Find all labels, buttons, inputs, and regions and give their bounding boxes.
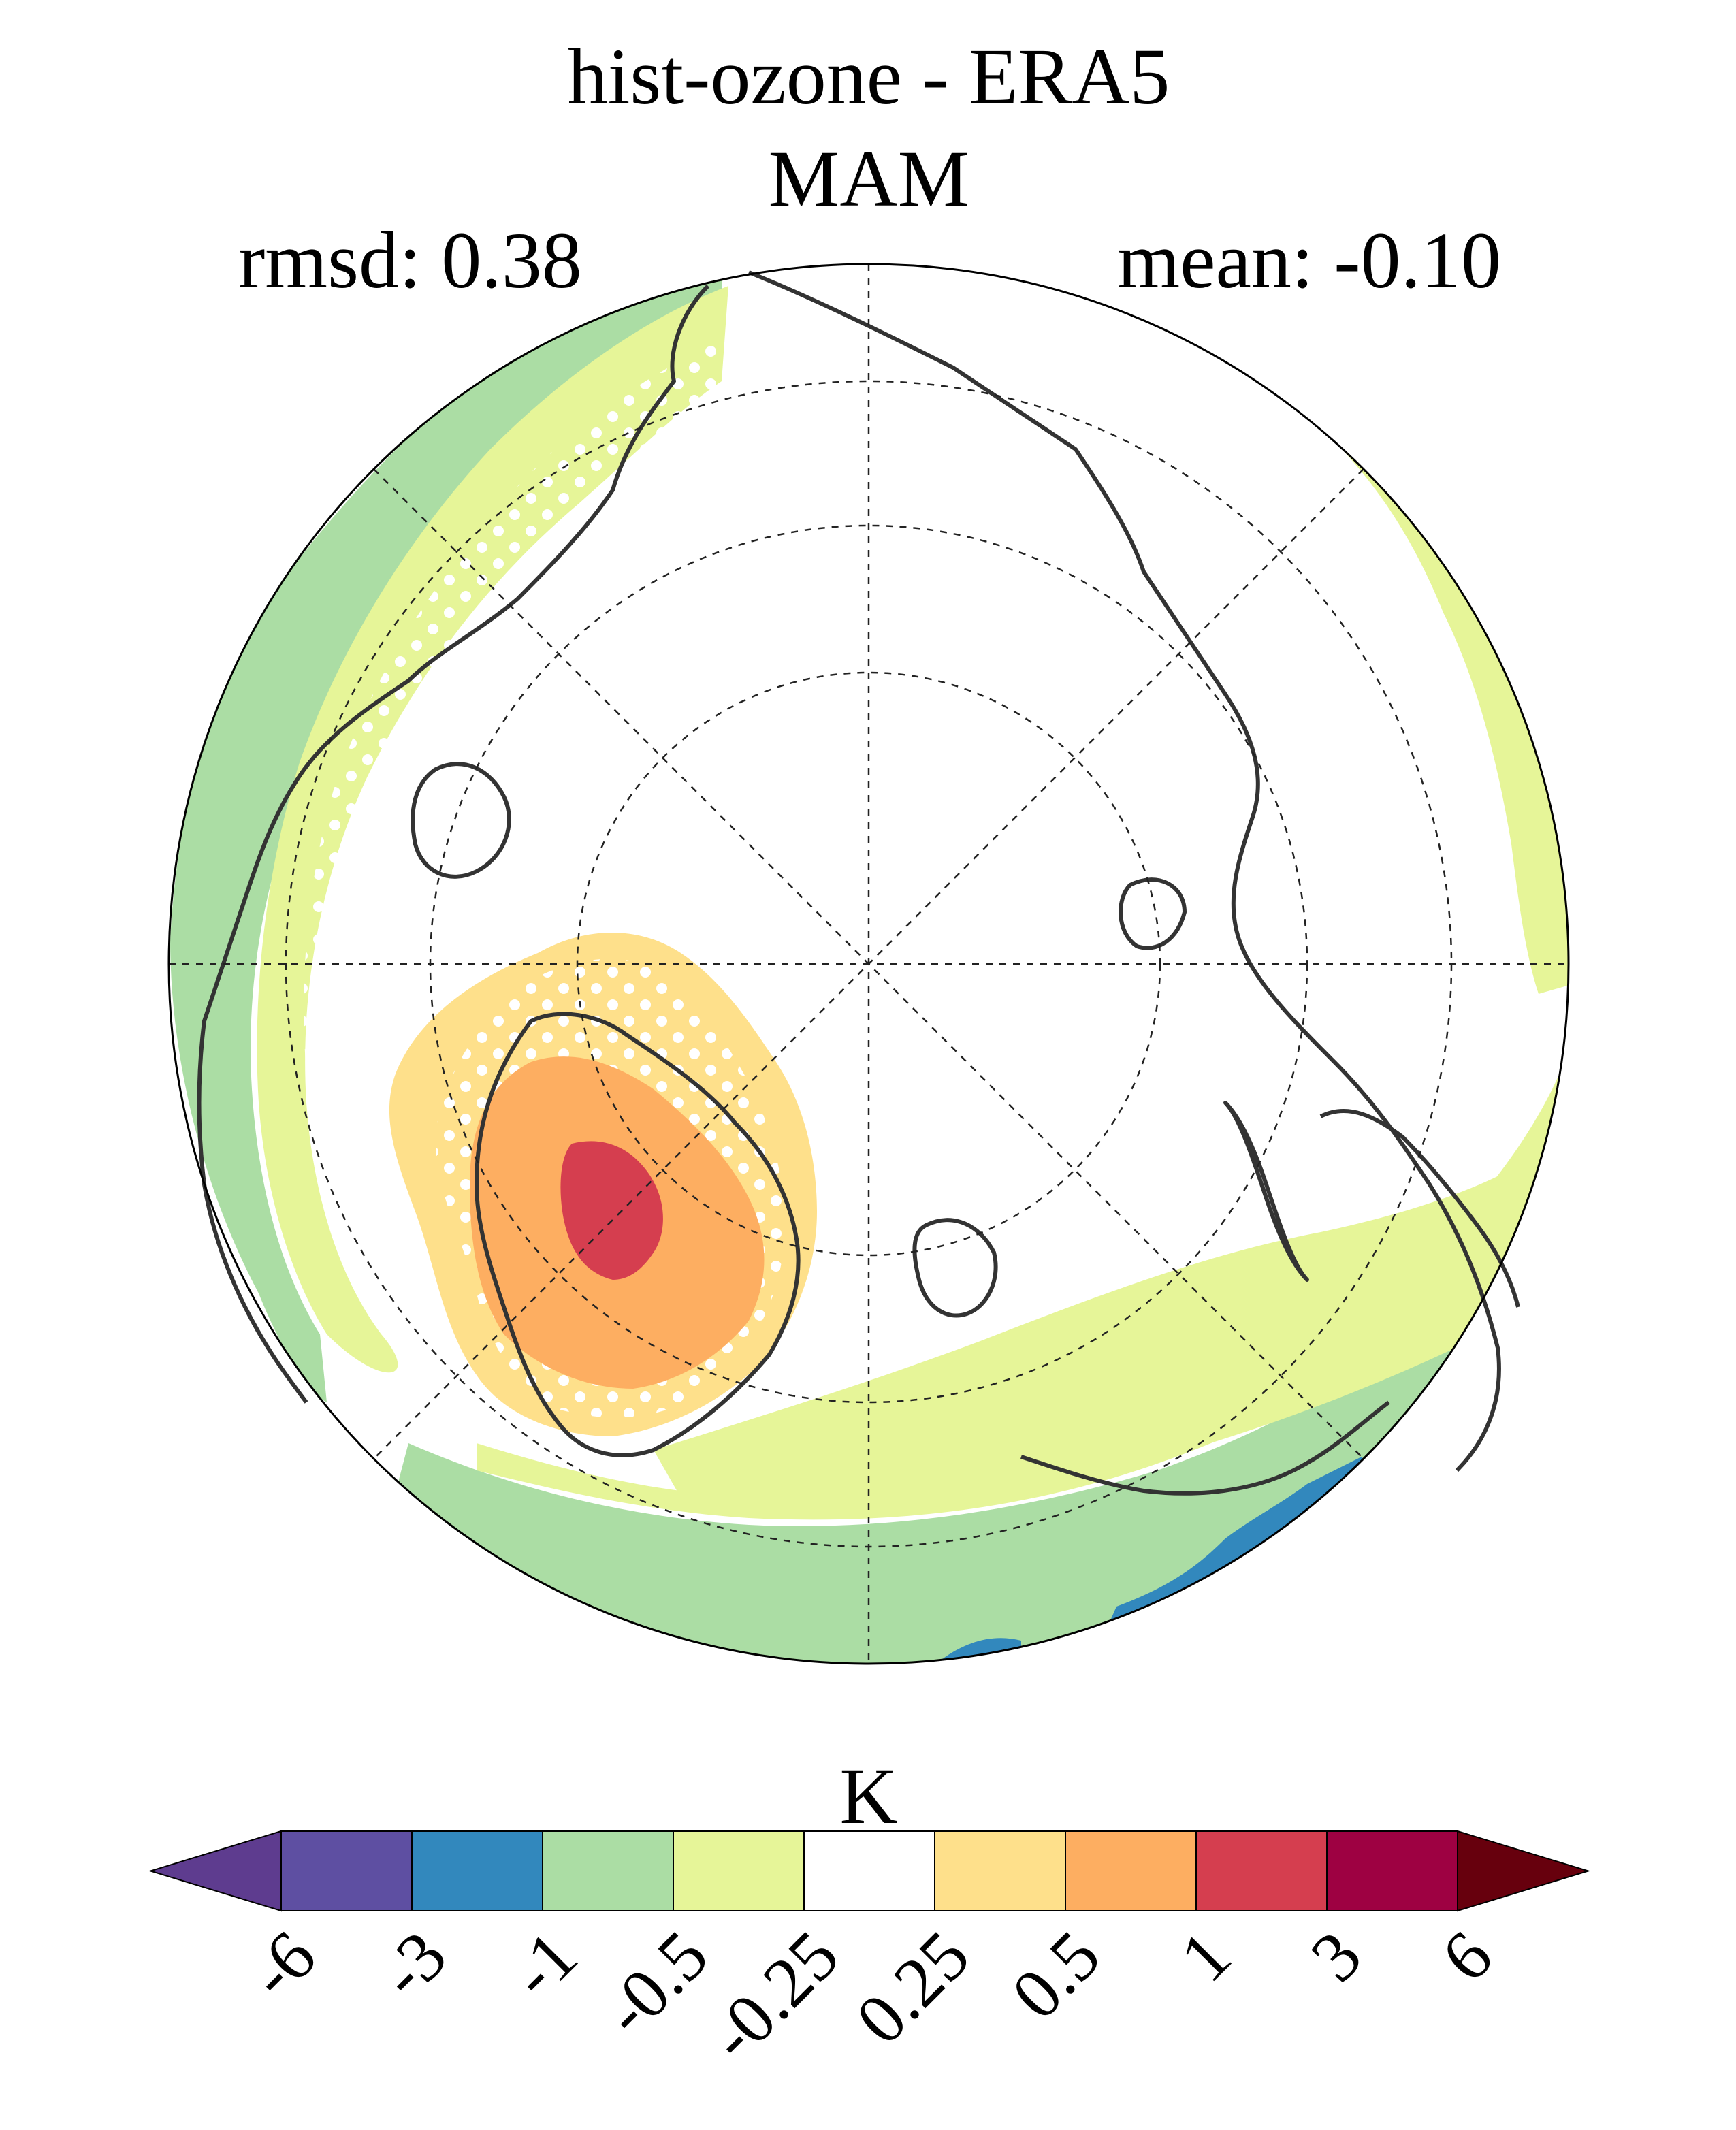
coast-europe-south: [1020, 1400, 1390, 1496]
plot-title: hist-ozone - ERA5: [568, 32, 1170, 121]
graticule: [169, 264, 1569, 1664]
polar-map: [167, 263, 1570, 1665]
colorbar-tick-label: 0.25: [841, 1916, 984, 2059]
colorbar-tick-label: -0.5: [588, 1916, 723, 2051]
colorbar-bin: [1326, 1830, 1458, 1911]
colorbar-tick-label: -1: [495, 1916, 592, 2014]
colorbar-under-arrow: [148, 1830, 282, 1912]
stipple-south: [667, 1062, 1552, 1436]
mean-label: mean: -0.10: [1117, 216, 1501, 305]
field-green-west: [170, 272, 722, 1402]
stipple-west: [304, 340, 722, 1266]
colorbar-bin: [542, 1830, 674, 1911]
colorbar-bin: [1195, 1830, 1328, 1911]
colorbar-over-arrow: [1457, 1830, 1591, 1912]
colorbar-bin: [673, 1830, 805, 1911]
colorbar-tick-label: 6: [1427, 1916, 1507, 1997]
coast-novaya-zemlya: [1223, 1101, 1309, 1282]
field-lightgreen-south-2: [654, 817, 1569, 1500]
field-red-greenland: [560, 1141, 663, 1280]
meridian-135: [373, 468, 1364, 1459]
coast-svalbard: [912, 1218, 998, 1318]
season-label: MAM: [768, 134, 969, 223]
coast-severnaya-zemlya: [1119, 877, 1187, 950]
colorbar-tick-label: 1: [1166, 1916, 1246, 1997]
colorbar-tick-label: 0.5: [997, 1916, 1115, 2034]
colorbar-tick-label: 3: [1296, 1916, 1377, 1997]
colorbar-bin: [411, 1830, 543, 1911]
coast-eurasia: [748, 270, 1501, 1472]
colorbar-tick-label: -3: [364, 1916, 462, 2014]
coast-arctic-archipelago: [411, 762, 511, 879]
colorbar-unit-label: K: [839, 1752, 897, 1841]
colorbar: -6 -3 -1-0.5-0.250.25 0.5 1 3 6: [148, 1830, 1591, 2076]
colorbar-bin: [280, 1830, 413, 1911]
map-border: [167, 263, 1570, 1665]
colorbar-bin: [934, 1830, 1066, 1911]
rmsd-label: rmsd: 0.38: [238, 216, 582, 305]
colorbar-bin: [1065, 1830, 1197, 1911]
colorbar-tick-label: -6: [234, 1916, 331, 2014]
coast-north-america: [197, 284, 710, 1404]
colorbar-bin: [803, 1830, 935, 1911]
anomaly-fields: [170, 272, 1569, 1664]
colorbar-tick-label: -0.25: [694, 1916, 854, 2076]
coast-greenland: [475, 1012, 801, 1457]
